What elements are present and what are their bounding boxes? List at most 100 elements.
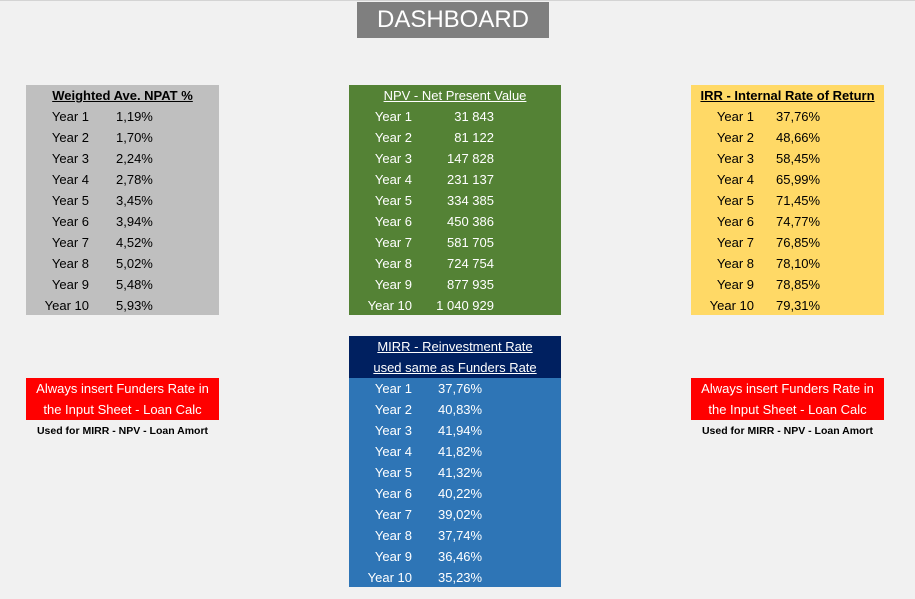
table-row[interactable]: Year 7 581 705 xyxy=(349,232,561,253)
row-value: 1,70% xyxy=(116,130,153,145)
row-value: 3,45% xyxy=(116,193,153,208)
table-row[interactable]: Year 6 450 386 xyxy=(349,211,561,232)
table-row[interactable]: Year 3 58,45% xyxy=(691,148,884,169)
row-value: 37,74% xyxy=(438,528,483,543)
table-row[interactable]: Year 7 39,02% xyxy=(349,504,561,525)
table-row[interactable]: Year 9 78,85% xyxy=(691,274,884,295)
table-row[interactable]: Year 2 1,70% xyxy=(26,127,219,148)
table-row[interactable]: Year 9 5,48% xyxy=(26,274,219,295)
row-value: 79,31% xyxy=(776,298,821,313)
table-row[interactable]: Year 4 65,99% xyxy=(691,169,884,190)
table-row[interactable]: Year 8 78,10% xyxy=(691,253,884,274)
row-value: 4,52% xyxy=(116,235,153,250)
table-row[interactable]: Year 2 81 122 xyxy=(349,127,561,148)
table-row[interactable]: Year 9 36,46% xyxy=(349,546,561,567)
funders-rate-warning-left[interactable]: Always insert Funders Rate in the Input … xyxy=(26,378,219,420)
row-value: 1 040 929 xyxy=(436,298,494,313)
row-value: 334 385 xyxy=(447,193,494,208)
row-label: Year 6 xyxy=(716,214,754,229)
table-row[interactable]: Year 2 48,66% xyxy=(691,127,884,148)
table-row[interactable]: Year 9 877 935 xyxy=(349,274,561,295)
table-row[interactable]: Year 8 37,74% xyxy=(349,525,561,546)
row-label: Year 10 xyxy=(367,570,412,585)
row-value: 78,10% xyxy=(776,256,821,271)
row-label: Year 4 xyxy=(374,444,412,459)
table-row[interactable]: Year 5 41,32% xyxy=(349,462,561,483)
table-row[interactable]: Year 4 2,78% xyxy=(26,169,219,190)
row-label: Year 6 xyxy=(374,486,412,501)
table-row[interactable]: Year 4 231 137 xyxy=(349,169,561,190)
mirr-header-line2: used same as Funders Rate xyxy=(373,360,537,375)
row-label: Year 5 xyxy=(51,193,89,208)
table-row[interactable]: Year 1 37,76% xyxy=(349,378,561,399)
table-row[interactable]: Year 10 1 040 929 xyxy=(349,295,561,316)
row-label: Year 3 xyxy=(374,423,412,438)
row-value: 5,93% xyxy=(116,298,153,313)
table-row[interactable]: Year 10 79,31% xyxy=(691,295,884,316)
npv-header[interactable]: NPV - Net Present Value xyxy=(383,88,527,103)
row-label: Year 3 xyxy=(374,151,412,166)
table-row[interactable]: Year 1 1,19% xyxy=(26,106,219,127)
weighted-npat-header[interactable]: Weighted Ave. NPAT % xyxy=(52,88,193,103)
row-value: 35,23% xyxy=(438,570,483,585)
row-value: 36,46% xyxy=(438,549,483,564)
table-row[interactable]: Year 3 41,94% xyxy=(349,420,561,441)
table-row[interactable]: Year 4 41,82% xyxy=(349,441,561,462)
table-row[interactable]: Year 7 4,52% xyxy=(26,232,219,253)
row-value: 39,02% xyxy=(438,507,483,522)
table-row[interactable]: Year 1 37,76% xyxy=(691,106,884,127)
row-label: Year 5 xyxy=(374,465,412,480)
irr-header[interactable]: IRR - Internal Rate of Return xyxy=(700,88,875,103)
irr-panel: IRR - Internal Rate of Return Year 1 37,7… xyxy=(691,85,884,315)
row-value: 74,77% xyxy=(776,214,821,229)
table-row[interactable]: Year 7 76,85% xyxy=(691,232,884,253)
row-label: Year 10 xyxy=(367,298,412,313)
row-value: 48,66% xyxy=(776,130,821,145)
row-label: Year 7 xyxy=(374,235,412,250)
row-label: Year 7 xyxy=(716,235,754,250)
mirr-header-line1: MIRR - Reinvestment Rate xyxy=(377,339,533,354)
row-label: Year 1 xyxy=(374,381,412,396)
row-label: Year 8 xyxy=(51,256,89,271)
table-row[interactable]: Year 6 40,22% xyxy=(349,483,561,504)
row-label: Year 10 xyxy=(709,298,754,313)
table-row[interactable]: Year 6 3,94% xyxy=(26,211,219,232)
table-row[interactable]: Year 8 724 754 xyxy=(349,253,561,274)
table-row[interactable]: Year 5 334 385 xyxy=(349,190,561,211)
usage-note-right[interactable]: Used for MIRR - NPV - Loan Amort xyxy=(701,425,874,437)
row-label: Year 1 xyxy=(716,109,754,124)
warning-line1: Always insert Funders Rate in xyxy=(36,381,209,396)
row-value: 76,85% xyxy=(776,235,821,250)
table-row[interactable]: Year 3 2,24% xyxy=(26,148,219,169)
table-row[interactable]: Year 3 147 828 xyxy=(349,148,561,169)
mirr-panel: MIRR - Reinvestment Rate used same as Fu… xyxy=(349,336,561,587)
table-row[interactable]: Year 6 74,77% xyxy=(691,211,884,232)
npv-panel: NPV - Net Present Value Year 1 31 843 Yea… xyxy=(349,85,561,315)
table-row[interactable]: Year 1 31 843 xyxy=(349,106,561,127)
row-label: Year 9 xyxy=(51,277,89,292)
usage-note-left[interactable]: Used for MIRR - NPV - Loan Amort xyxy=(36,425,209,437)
row-value: 71,45% xyxy=(776,193,821,208)
table-row[interactable]: Year 5 3,45% xyxy=(26,190,219,211)
row-label: Year 2 xyxy=(51,130,89,145)
row-label: Year 6 xyxy=(51,214,89,229)
table-row[interactable]: Year 5 71,45% xyxy=(691,190,884,211)
row-value: 5,02% xyxy=(116,256,153,271)
warning-line2: the Input Sheet - Loan Calc xyxy=(43,402,202,417)
row-label: Year 3 xyxy=(716,151,754,166)
row-value: 65,99% xyxy=(776,172,821,187)
row-value: 41,82% xyxy=(438,444,483,459)
row-label: Year 8 xyxy=(374,256,412,271)
row-label: Year 9 xyxy=(374,549,412,564)
table-row[interactable]: Year 10 35,23% xyxy=(349,567,561,588)
table-row[interactable]: Year 10 5,93% xyxy=(26,295,219,316)
funders-rate-warning-right[interactable]: Always insert Funders Rate in the Input … xyxy=(691,378,884,420)
table-row[interactable]: Year 2 40,83% xyxy=(349,399,561,420)
row-value: 5,48% xyxy=(116,277,153,292)
table-row[interactable]: Year 8 5,02% xyxy=(26,253,219,274)
row-label: Year 1 xyxy=(51,109,89,124)
row-label: Year 7 xyxy=(374,507,412,522)
row-value: 41,32% xyxy=(438,465,483,480)
mirr-header[interactable]: MIRR - Reinvestment Rate used same as Fu… xyxy=(349,336,561,378)
row-value: 78,85% xyxy=(776,277,821,292)
